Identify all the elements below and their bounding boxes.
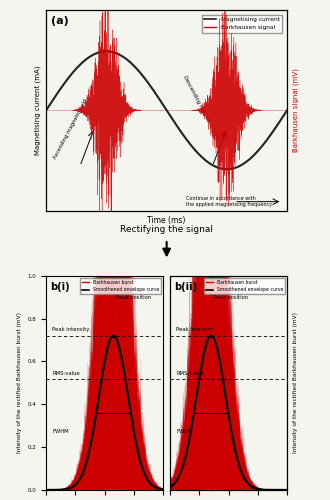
Text: Continue in accordance with
the applied magnetising frequency: Continue in accordance with the applied … [186, 196, 272, 206]
Legend: Barkhausen burst, Smoothened envelope curve: Barkhausen burst, Smoothened envelope cu… [204, 278, 285, 294]
Y-axis label: Intensity of the rectified Barkhausen burst (mV): Intensity of the rectified Barkhausen bu… [17, 312, 22, 454]
Text: Ascending magnetic field: Ascending magnetic field [52, 98, 88, 160]
Text: Peak intensity: Peak intensity [52, 326, 89, 332]
Text: Descending magnetic field: Descending magnetic field [182, 75, 219, 140]
Text: FWHM: FWHM [52, 430, 69, 434]
Text: b(ii): b(ii) [174, 282, 197, 292]
Y-axis label: Magnetising current (mA): Magnetising current (mA) [34, 66, 41, 155]
Text: Peak position: Peak position [214, 295, 248, 300]
Legend: Barkhausen burst, Smoothened envelope curve: Barkhausen burst, Smoothened envelope cu… [80, 278, 161, 294]
Text: RMS-value: RMS-value [52, 372, 80, 376]
Y-axis label: Intensity of the rectified Barkhausen burst (mV): Intensity of the rectified Barkhausen bu… [293, 312, 298, 454]
Text: b(i): b(i) [50, 282, 69, 292]
X-axis label: Time (ms): Time (ms) [148, 216, 186, 225]
Text: Peak intensity: Peak intensity [176, 326, 214, 332]
Text: (a): (a) [51, 16, 69, 26]
Text: Rectifying the signal: Rectifying the signal [120, 224, 213, 234]
Text: RMS-value: RMS-value [176, 372, 204, 376]
Text: FWHM: FWHM [176, 430, 193, 434]
Legend: Magnetising current, Barkhausen signal: Magnetising current, Barkhausen signal [202, 15, 282, 32]
Text: Peak position: Peak position [116, 295, 151, 300]
Y-axis label: Barkhausen signal (mV): Barkhausen signal (mV) [293, 68, 299, 152]
